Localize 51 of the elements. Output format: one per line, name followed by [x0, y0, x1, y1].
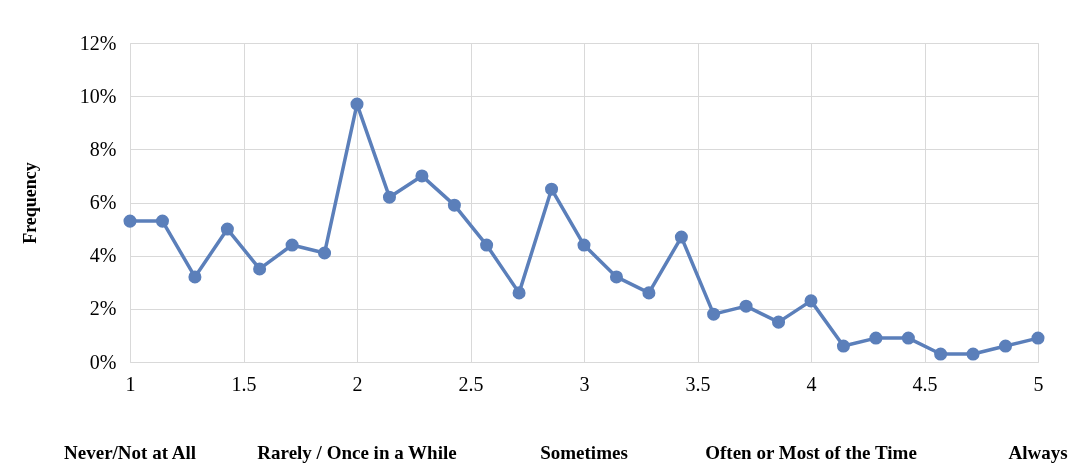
y-tick-label: 8% [89, 137, 117, 160]
point [836, 339, 850, 353]
point [318, 246, 332, 260]
point [739, 299, 753, 313]
x-tick-label: 2 [352, 372, 363, 395]
point [382, 190, 396, 204]
x-tick-label: 5 [1033, 372, 1044, 395]
text: Sometimes [540, 442, 628, 463]
y-axis-title: Frequency [19, 162, 40, 244]
point [934, 347, 948, 361]
point [609, 270, 623, 284]
point [447, 198, 461, 212]
point [999, 339, 1013, 353]
y-tick-label: 0% [89, 350, 117, 373]
y-tick-label: 12% [79, 31, 117, 54]
point [707, 307, 721, 321]
point [415, 169, 429, 183]
x-tick-label: 2.5 [458, 372, 484, 395]
point [577, 238, 591, 252]
text: Often or Most of the Time [705, 442, 917, 463]
point [155, 214, 169, 228]
x-tick-label: 4 [806, 372, 817, 395]
point [285, 238, 299, 252]
x-tick-label: 1.5 [231, 372, 257, 395]
point [253, 262, 267, 276]
point [674, 230, 688, 244]
point [480, 238, 494, 252]
x-tick-label: 4.5 [912, 372, 938, 395]
text: Never/Not at All [64, 442, 196, 463]
point [869, 331, 883, 345]
x-tick-label: 3.5 [685, 372, 711, 395]
point [642, 286, 656, 300]
point [512, 286, 526, 300]
point [350, 97, 364, 111]
y-tick-label: 4% [89, 244, 117, 267]
y-tick-label: 10% [79, 84, 117, 107]
text: Rarely / Once in a While [257, 442, 457, 463]
point [966, 347, 980, 361]
point [188, 270, 202, 284]
point [901, 331, 915, 345]
y-tick-label: 2% [89, 297, 117, 320]
point [1031, 331, 1045, 345]
point [545, 182, 559, 196]
point [804, 294, 818, 308]
point [220, 222, 234, 236]
y-tick-label: 6% [89, 191, 117, 213]
point [123, 214, 137, 228]
text: Always [1008, 442, 1068, 463]
point [772, 315, 786, 329]
x-tick-label: 3 [579, 372, 590, 395]
x-tick-label: 1 [125, 372, 136, 395]
